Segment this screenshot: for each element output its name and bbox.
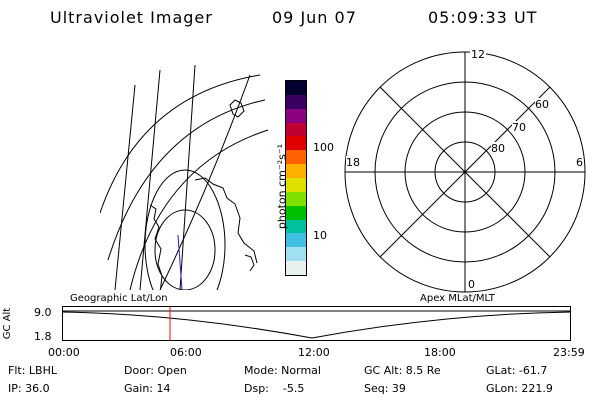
timeline-right-label: Apex MLat/MLT [420, 293, 495, 304]
longitude-line [159, 74, 251, 290]
colorbar-segment [286, 94, 306, 109]
colorbar-tick-100: 100 [313, 141, 334, 154]
instrument-title: Ultraviolet Imager [50, 8, 213, 27]
coastline [149, 204, 163, 290]
colorbar-segment [286, 205, 306, 220]
date-label: 09 Jun 07 [272, 8, 357, 27]
polar-plot [344, 51, 586, 293]
footer-row-1: Flt: LBHL Door: Open Mode: Normal GC Alt… [0, 364, 600, 380]
colorbar [285, 80, 307, 276]
timeline-xtick-2359: 23:59 [553, 346, 585, 359]
longitude-line [139, 69, 161, 290]
timeline-left-label: Geographic Lat/Lon [70, 293, 168, 304]
colorbar-segment [286, 219, 306, 234]
timeline-ytick-top: 9.0 [34, 306, 52, 319]
timeline-altitude-curve [62, 311, 572, 339]
timeline-yaxis-label: GC Alt [2, 307, 14, 340]
latitude-arc [100, 74, 261, 214]
colorbar-segment [286, 178, 306, 192]
glon-value: GLon: 221.9 [486, 382, 553, 395]
coastline [194, 177, 258, 264]
longitude-line [179, 64, 196, 290]
timeline-xtick-0000: 00:00 [48, 346, 80, 359]
latitude-arc [129, 129, 269, 290]
satellite-track [177, 234, 183, 290]
timeline-frame [62, 306, 571, 341]
colorbar-segment [286, 81, 306, 95]
colorbar-segment [286, 191, 306, 206]
colorbar-tick-10: 10 [313, 229, 327, 242]
colorbar-segment [286, 261, 306, 276]
lat-label-80: 80 [491, 142, 505, 155]
latitude-circle [154, 209, 216, 290]
colorbar-segment [286, 247, 306, 262]
colorbar-segment [286, 150, 306, 165]
ip-value: IP: 36.0 [8, 382, 50, 395]
mlt-label-12: 12 [470, 48, 486, 61]
colorbar-segment [286, 122, 306, 137]
footer-row-2: IP: 36.0 Gain: 14 Dsp: -5.5 Seq: 39 GLon… [0, 382, 600, 398]
colorbar-segment [286, 164, 306, 179]
time-label: 05:09:33 UT [428, 8, 538, 27]
colorbar-unit-label: photon cm⁻²s⁻¹ [275, 143, 289, 230]
timeline-xtick-1200: 12:00 [298, 346, 330, 359]
latitude-circle [144, 169, 226, 290]
filter-value: Flt: LBHL [8, 364, 57, 377]
timeline-xtick-0600: 06:00 [170, 346, 202, 359]
seq-value: Seq: 39 [364, 382, 406, 395]
mlt-label-0: 0 [468, 278, 475, 291]
timeline-xtick-1800: 18:00 [424, 346, 456, 359]
colorbar-segment [286, 233, 306, 248]
mlt-label-18: 18 [346, 156, 360, 169]
lat-label-70: 70 [512, 121, 526, 134]
dsp-value: Dsp: -5.5 [244, 382, 305, 395]
door-value: Door: Open [124, 364, 187, 377]
gc-alt-value: GC Alt: 8.5 Re [364, 364, 441, 377]
glat-value: GLat: -61.7 [486, 364, 548, 377]
longitude-line [114, 84, 136, 290]
coastline [229, 99, 245, 118]
timeline-ytick-bottom: 1.8 [34, 330, 52, 343]
lat-label-60: 60 [535, 98, 549, 111]
mlt-label-6: 6 [576, 156, 583, 169]
gain-value: Gain: 14 [124, 382, 171, 395]
timeline-plot [62, 306, 572, 341]
mode-value: Mode: Normal [244, 364, 321, 377]
colorbar-segment [286, 108, 306, 123]
geographic-map [100, 64, 269, 290]
polar-meridian [379, 86, 551, 258]
colorbar-segment [286, 136, 306, 151]
coastline [244, 254, 255, 272]
